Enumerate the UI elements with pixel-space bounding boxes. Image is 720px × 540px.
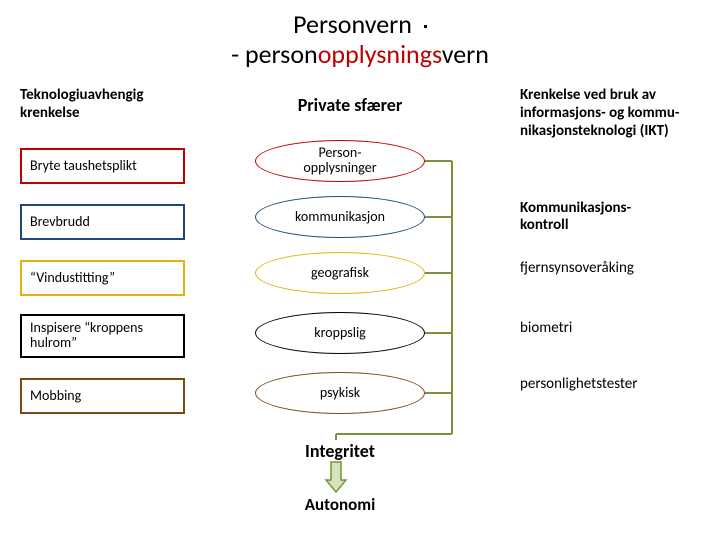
right-column-header: Krenkelse ved bruk av informasjons- og k… — [520, 86, 710, 140]
left-box: Bryte taushetsplikt — [20, 148, 185, 184]
title-line2-suffix: vern — [442, 38, 489, 70]
right-label: personlighetstester — [520, 376, 710, 393]
title-dot — [424, 25, 427, 28]
slide-title: Personvern - personopplysningsvern — [0, 10, 720, 70]
ellipse-label: kroppslig — [314, 326, 366, 341]
right-label: biometri — [520, 320, 710, 337]
center-ellipse: geografisk — [255, 252, 425, 294]
right-label: fjernsynsoveråking — [520, 260, 710, 277]
ellipse-label: Person- opplysninger — [303, 146, 376, 175]
center-ellipse: kommunikasjon — [255, 196, 425, 238]
left-box-label: Inspisere “kroppens hulrom” — [30, 321, 175, 350]
center-ellipse: Person- opplysninger — [255, 140, 425, 182]
left-box-label: Brevbrudd — [30, 215, 90, 230]
left-column-header: Teknologiuavhengig krenkelse — [20, 86, 200, 122]
left-box-label: Mobbing — [30, 389, 81, 404]
title-line1: Personvern — [0, 10, 720, 40]
title-line1-text: Personvern — [293, 8, 412, 40]
left-box: “Vindustitting” — [20, 260, 185, 296]
left-box: Brevbrudd — [20, 204, 185, 240]
left-box: Mobbing — [20, 378, 185, 414]
autonomi-label: Autonomi — [255, 494, 425, 515]
left-box-label: Bryte taushetsplikt — [30, 159, 137, 174]
ellipse-label: kommunikasjon — [295, 210, 385, 225]
center-ellipse: psykisk — [255, 372, 425, 414]
integritet-label: Integritet — [255, 440, 425, 462]
right-label: Kommunikasjons- kontroll — [520, 200, 710, 235]
center-ellipse: kroppslig — [255, 312, 425, 354]
ellipse-label: psykisk — [320, 386, 360, 401]
left-box: Inspisere “kroppens hulrom” — [20, 314, 185, 358]
title-line2-prefix: - person — [231, 38, 318, 70]
ellipse-label: geografisk — [311, 266, 369, 281]
title-line2-highlight: opplysnings — [318, 38, 442, 70]
title-line2: - personopplysningsvern — [0, 40, 720, 70]
left-box-label: “Vindustitting” — [30, 271, 115, 286]
center-column-header: Private sfærer — [240, 94, 460, 116]
